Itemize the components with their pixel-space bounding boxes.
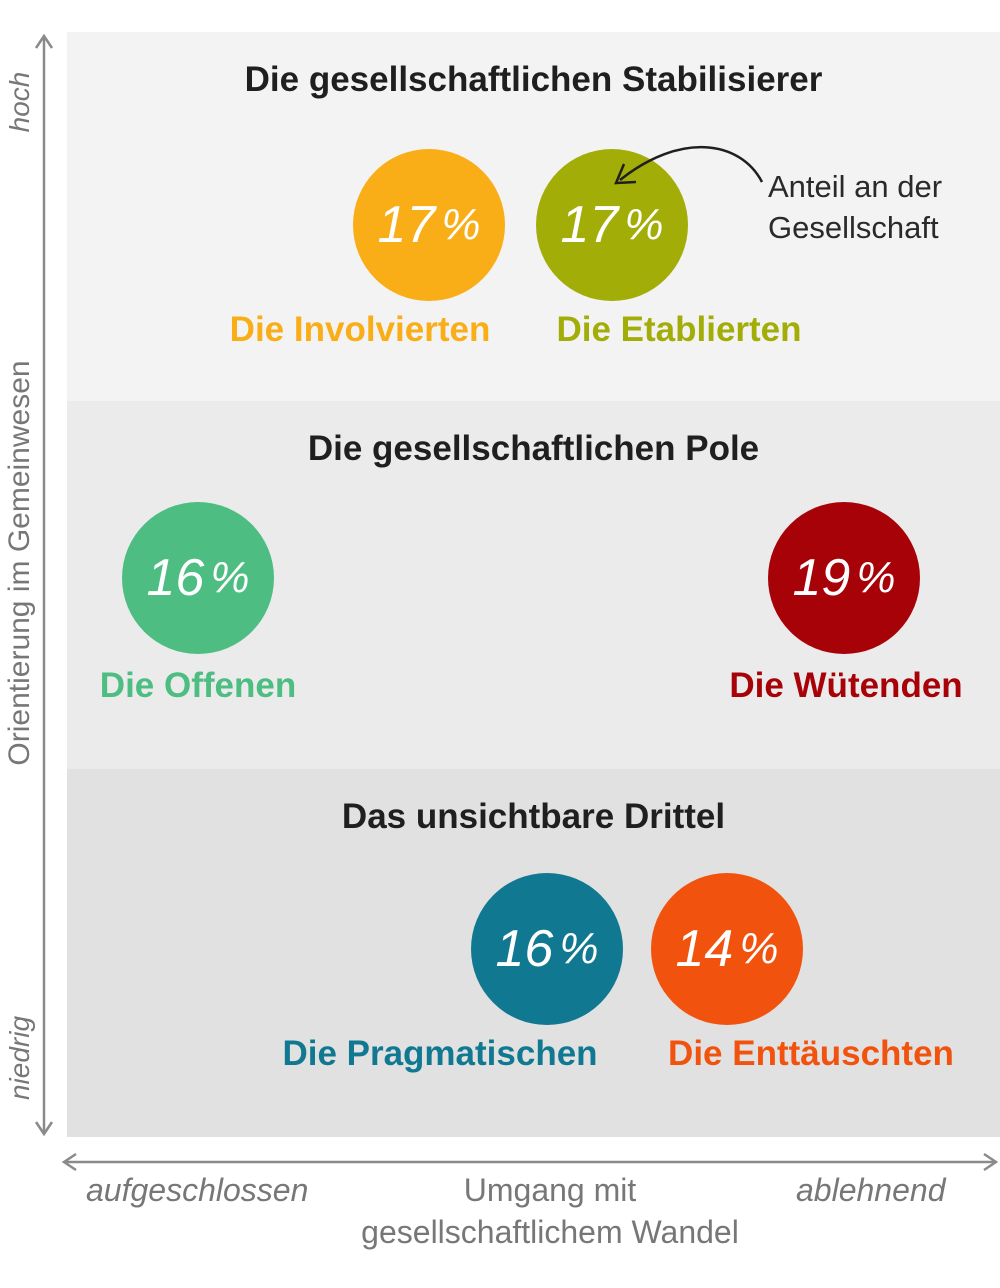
percent-sign: % [441, 200, 481, 249]
annotation-line-1: Anteil an der [768, 169, 943, 204]
share-enttaeuschten: 14 % [676, 923, 779, 975]
annotation-line-2: Gesellschaft [768, 210, 939, 245]
share-value: 17 [377, 196, 436, 254]
annotation-arrow [614, 146, 764, 185]
percent-sign: % [624, 200, 664, 249]
circle-offenen: 16 % [122, 502, 274, 654]
share-value: 14 [675, 920, 734, 978]
share-value: 17 [560, 196, 619, 254]
y-axis-title: Orientierung im Gemeinwesen [3, 360, 36, 766]
share-wuetenden: 19 % [793, 552, 896, 604]
label-wuetenden: Die Wütenden [729, 666, 963, 705]
label-enttaeuschten: Die Enttäuschten [668, 1034, 954, 1073]
circle-enttaeuschten: 14 % [651, 873, 803, 1025]
share-value: 16 [495, 920, 554, 978]
group-title-stabilisierer: Die gesellschaftlichen Stabilisierer [244, 60, 823, 99]
circle-wuetenden: 19 % [768, 502, 920, 654]
share-pragmatischen: 16 % [496, 923, 599, 975]
label-pragmatischen: Die Pragmatischen [282, 1034, 598, 1073]
annotation-share: Anteil an der Gesellschaft [768, 166, 942, 248]
y-axis-high-label: hoch [4, 71, 35, 133]
y-axis-low-label: niedrig [4, 1015, 35, 1101]
circle-etablierten: 17 % [536, 149, 688, 301]
group-title-unsichtbares-drittel: Das unsichtbare Drittel [341, 797, 726, 836]
percent-sign: % [559, 924, 599, 973]
x-axis-title-line-1: Umgang mit [463, 1172, 637, 1208]
percent-sign: % [210, 553, 250, 602]
x-axis-right-label: ablehnend [796, 1172, 946, 1208]
share-involvierten: 17 % [378, 199, 481, 251]
percent-sign: % [739, 924, 779, 973]
y-axis-arrow [34, 33, 54, 1137]
label-etablierten: Die Etablierten [556, 310, 802, 349]
group-title-pole: Die gesellschaftlichen Pole [307, 429, 760, 468]
band-stabilisierer [67, 32, 1000, 401]
x-axis-title-line-2: gesellschaftlichem Wandel [361, 1214, 739, 1250]
label-involvierten: Die Involvierten [229, 310, 491, 349]
share-etablierten: 17 % [561, 199, 664, 251]
share-offenen: 16 % [147, 552, 250, 604]
x-axis-left-label: aufgeschlossen [86, 1172, 309, 1208]
circle-involvierten: 17 % [353, 149, 505, 301]
label-offenen: Die Offenen [99, 666, 297, 705]
share-value: 19 [792, 549, 851, 607]
circle-pragmatischen: 16 % [471, 873, 623, 1025]
x-axis-arrow [61, 1152, 999, 1172]
share-value: 16 [146, 549, 205, 607]
percent-sign: % [856, 553, 896, 602]
